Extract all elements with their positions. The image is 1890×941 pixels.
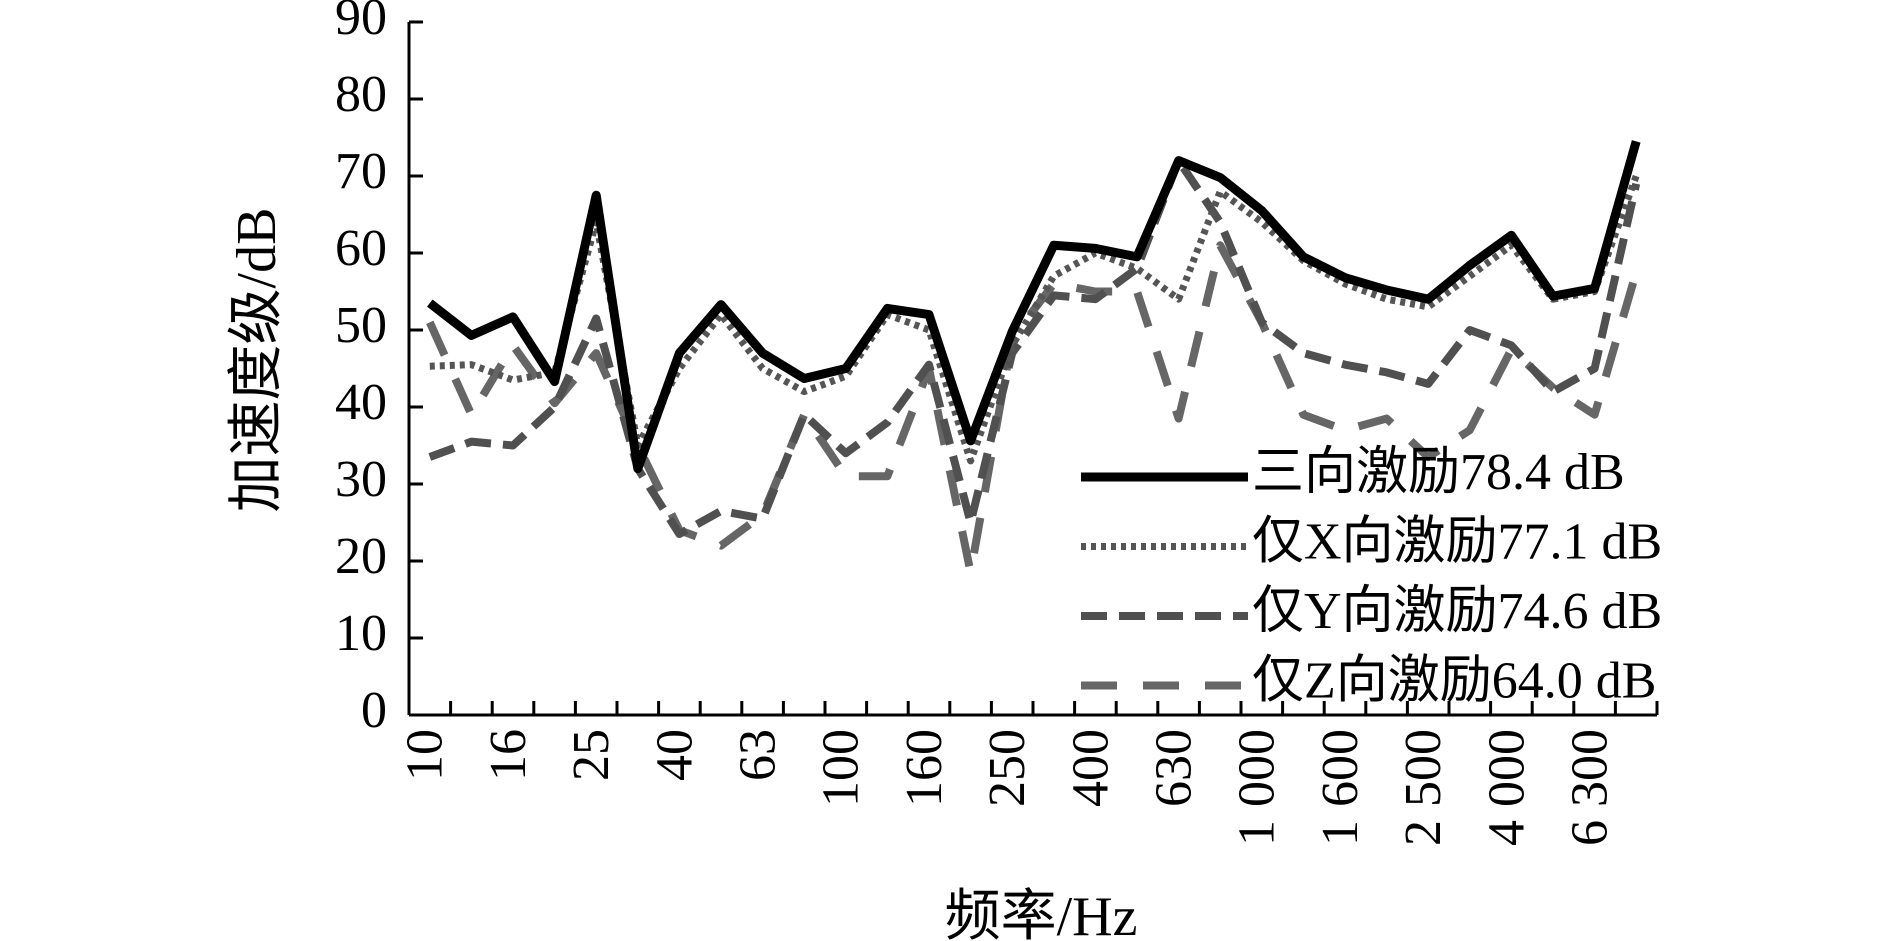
y-tick-label: 50 [335, 297, 387, 354]
legend-label: 仅Z向激励64.0 dB [1252, 652, 1656, 709]
y-tick-label: 30 [335, 451, 387, 508]
x-tick-label: 10 [397, 729, 454, 781]
x-tick-label: 1 600 [1312, 729, 1369, 846]
y-tick-label: 60 [335, 220, 387, 277]
legend-label: 三向激励78.4 dB [1252, 444, 1625, 501]
series-line [427, 140, 1641, 474]
x-tick-label: 160 [896, 729, 953, 807]
x-axis-label: 频率/Hz [945, 886, 1138, 941]
x-tick-label: 250 [979, 729, 1036, 807]
x-tick-label: 630 [1146, 729, 1203, 807]
x-tick-label: 63 [730, 729, 787, 781]
x-tick-label: 16 [480, 729, 537, 781]
y-axis-label: 加速度级/dB [226, 208, 288, 513]
y-tick-label: 70 [335, 143, 387, 200]
y-tick-label: 40 [335, 374, 387, 431]
x-tick-label: 25 [563, 729, 620, 781]
x-tick-label: 100 [813, 729, 870, 807]
x-tick-label: 400 [1062, 729, 1119, 807]
legend-label: 仅X向激励77.1 dB [1252, 513, 1662, 570]
y-tick-label: 80 [335, 66, 387, 123]
y-tick-label: 20 [335, 528, 387, 585]
x-tick-label: 2 500 [1395, 729, 1452, 846]
x-tick-label: 1 000 [1229, 729, 1286, 846]
y-tick-label: 10 [335, 605, 387, 662]
series-line [428, 156, 1641, 539]
x-tick-label: 40 [646, 729, 703, 781]
legend-label: 仅Y向激励74.6 dB [1252, 583, 1662, 640]
x-tick-label: 4 000 [1478, 729, 1535, 846]
y-tick-label: 0 [361, 682, 387, 739]
x-tick-label: 6 300 [1562, 729, 1619, 846]
y-tick-label: 90 [335, 0, 387, 46]
